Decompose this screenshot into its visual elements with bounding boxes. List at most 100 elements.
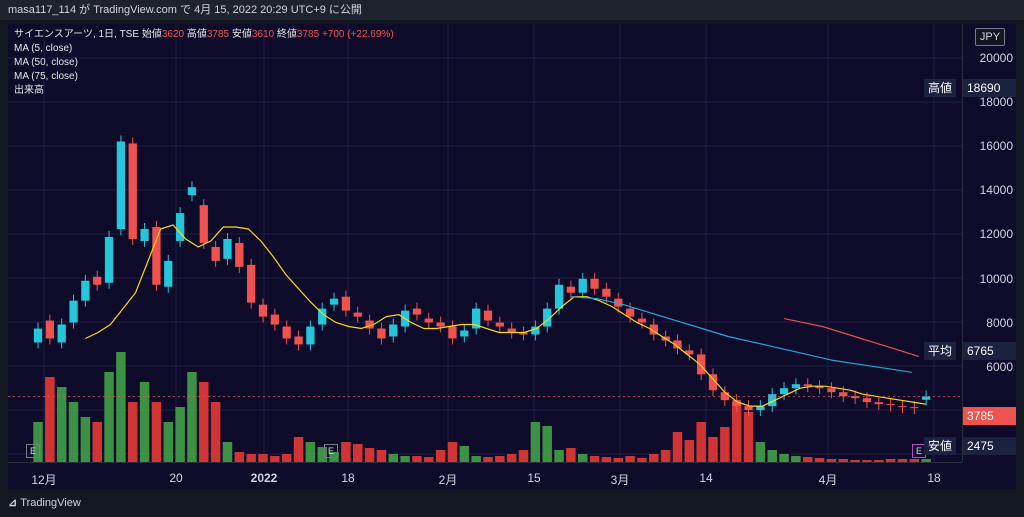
high-price-label: 18690 — [963, 79, 1016, 97]
open-value: 3620 — [161, 29, 185, 40]
price-axis[interactable]: JPY 20000 18000 16000 14000 12000 10000 … — [962, 24, 1016, 462]
candle-body — [412, 308, 422, 315]
candle-body — [329, 298, 339, 305]
volume-bar — [506, 454, 517, 462]
candle-body — [199, 205, 208, 243]
volume-bar — [305, 442, 316, 462]
candle-body — [104, 236, 114, 283]
x-tick: 2022 — [250, 471, 278, 485]
candle-body — [93, 276, 102, 285]
candle-body — [862, 398, 872, 403]
volume-bar — [720, 427, 730, 462]
legend-ma5[interactable]: MA (5, close) — [14, 43, 73, 54]
high-value: 3785 — [206, 29, 230, 40]
tradingview-logo[interactable]: ⊿ TradingView — [8, 496, 81, 509]
volume-bar — [874, 460, 884, 462]
volume-bar — [660, 450, 671, 462]
candle-body — [803, 384, 812, 387]
candle-body — [270, 314, 279, 325]
candle-body — [424, 318, 433, 323]
candle-body — [235, 242, 244, 267]
volume-bar — [909, 459, 920, 462]
volume-bar — [471, 456, 481, 462]
candle-body — [708, 374, 718, 391]
volume-bar — [270, 456, 280, 462]
volume-bar — [566, 448, 576, 462]
volume-bar — [210, 402, 221, 462]
volume-bar — [589, 456, 600, 462]
candle-body — [140, 229, 149, 241]
volume-bar — [708, 437, 718, 462]
volume-bar — [743, 412, 754, 462]
volume-bar — [104, 372, 114, 462]
volume-bar — [530, 422, 541, 462]
candle-body — [578, 278, 587, 293]
event-icon[interactable]: E — [324, 444, 338, 458]
volume-bar — [897, 459, 908, 462]
volume-bar — [649, 454, 659, 462]
candle-body — [389, 324, 398, 337]
volume-bar — [921, 459, 931, 462]
y-tick: 16000 — [979, 139, 1013, 153]
open-label: 始値 — [141, 29, 162, 40]
volume-bar — [684, 440, 695, 462]
last-price-label: 3785 — [963, 407, 1016, 425]
volume-bar — [364, 448, 375, 462]
candle-body — [377, 328, 386, 339]
candle-body — [850, 396, 860, 399]
volume-bar — [779, 454, 789, 462]
legend-ma50[interactable]: MA (50, close) — [14, 57, 78, 68]
candle-body — [922, 396, 931, 400]
x-tick: 14 — [699, 471, 713, 485]
avg-price-label: 6765 — [963, 342, 1016, 360]
y-tick: 10000 — [979, 272, 1013, 286]
volume-bar — [175, 407, 185, 462]
candle-body — [886, 404, 895, 406]
volume-bar — [731, 402, 742, 462]
volume-bar — [838, 459, 848, 462]
candle-body — [625, 308, 635, 317]
candle-body — [116, 141, 126, 230]
brand-label: TradingView — [20, 497, 81, 509]
time-axis[interactable]: 12月 20 2022 18 2月 15 3月 14 4月 18 — [8, 462, 962, 489]
x-tick: 4月 — [818, 473, 838, 487]
candle-body — [839, 392, 848, 397]
volume-bar — [826, 459, 837, 462]
volume-bar — [45, 377, 55, 462]
candle-body — [223, 238, 232, 259]
y-tick: 12000 — [979, 227, 1013, 241]
ma5-line — [85, 224, 926, 407]
plot-area[interactable]: サイエンスアーツ, 1日, TSE 始値3620 高値3785 安値3610 終… — [8, 24, 962, 462]
candle-body — [543, 308, 552, 327]
candle-body — [779, 388, 789, 395]
volume-bar — [755, 442, 766, 462]
candle-body — [685, 350, 694, 355]
event-icon[interactable]: E — [26, 444, 40, 458]
x-tick: 15 — [527, 471, 541, 485]
volume-bar — [862, 460, 872, 462]
low-value: 3610 — [251, 29, 275, 40]
volume-bar — [447, 442, 458, 462]
candle-body — [519, 332, 528, 335]
currency-button[interactable]: JPY — [975, 28, 1005, 46]
candle-body — [353, 312, 362, 317]
candle-body — [910, 407, 919, 409]
candle-body — [483, 310, 493, 321]
volume-bar — [495, 456, 505, 462]
y-tick: 8000 — [986, 316, 1013, 330]
candle-body — [69, 300, 78, 323]
chart-area[interactable]: サイエンスアーツ, 1日, TSE 始値3620 高値3785 安値3610 終… — [8, 24, 1016, 489]
low-marker-label: 安値 — [923, 437, 956, 455]
volume-bar — [33, 422, 43, 462]
volume-bar — [281, 454, 292, 462]
legend-ma75[interactable]: MA (75, close) — [14, 71, 78, 82]
volume-bar — [376, 450, 387, 462]
volume-bar — [554, 450, 564, 462]
price-chart[interactable] — [8, 24, 962, 462]
volume-bar — [459, 446, 470, 462]
legend-volume[interactable]: 出来高 — [14, 85, 44, 96]
candle-body — [81, 280, 90, 301]
volume-bar — [139, 382, 150, 462]
x-tick: 2月 — [438, 473, 458, 487]
candle-body — [472, 308, 481, 329]
